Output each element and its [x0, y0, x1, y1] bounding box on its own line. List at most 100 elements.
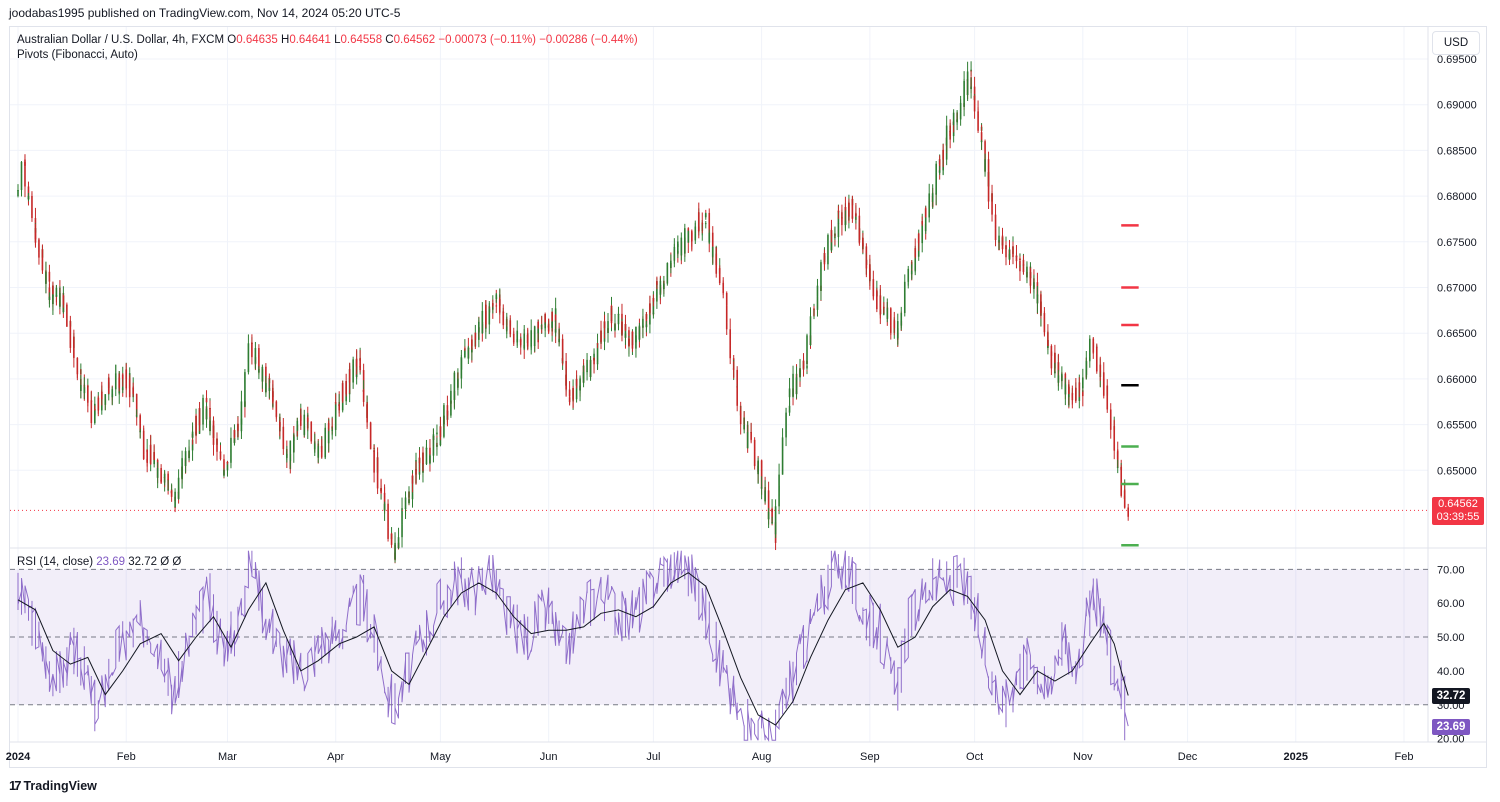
candle-up-body	[945, 125, 948, 146]
rsi-value-tag: 23.69	[1432, 719, 1470, 735]
candle-down-body	[219, 457, 222, 460]
candle-down-body	[366, 404, 368, 423]
candle-down-body	[876, 290, 878, 310]
candle-up-body	[614, 324, 616, 331]
currency-button[interactable]: USD	[1432, 31, 1480, 55]
tradingview-logo[interactable]: 17 TradingView	[9, 778, 97, 793]
candle-down-body	[338, 404, 340, 411]
candle-down-body	[994, 214, 997, 225]
rsi-legend[interactable]: RSI (14, close) 23.69 32.72 Ø Ø	[17, 556, 181, 568]
candle-up-body	[781, 448, 784, 474]
candle-down-body	[38, 252, 40, 258]
candle-up-body	[540, 328, 543, 330]
candle-up-body	[956, 119, 958, 121]
candle-up-body	[167, 489, 169, 491]
candle-up-body	[450, 390, 452, 404]
candle-down-body	[848, 202, 850, 217]
candle-up-body	[464, 355, 466, 358]
candle-up-body	[523, 333, 526, 340]
candle-up-body	[261, 376, 264, 382]
candle-up-body	[188, 450, 190, 454]
candle-up-body	[837, 223, 840, 238]
candle-down-body	[973, 86, 976, 101]
candle-down-body	[980, 132, 983, 142]
candle-up-body	[313, 443, 316, 446]
rsi-legend-extra2: Ø	[172, 556, 182, 568]
candle-up-body	[223, 470, 225, 476]
candle-up-body	[663, 283, 665, 286]
candle-down-body	[1123, 490, 1126, 508]
candle-up-body	[774, 511, 777, 535]
candle-down-body	[369, 442, 372, 450]
candle-up-body	[704, 212, 707, 218]
time-tick-label: Oct	[966, 751, 983, 763]
candle-up-body	[436, 445, 438, 447]
candle-down-body	[572, 388, 574, 399]
candle-down-body	[348, 369, 351, 383]
candle-up-body	[670, 260, 672, 269]
candle-down-body	[1109, 425, 1112, 430]
candle-up-body	[20, 161, 23, 174]
candle-up-body	[55, 287, 58, 297]
candle-up-body	[680, 237, 683, 256]
candle-up-body	[191, 431, 194, 438]
open-label: O	[227, 34, 237, 46]
candle-down-body	[299, 416, 302, 426]
pivots-legend[interactable]: Pivots (Fibonacci, Auto)	[17, 49, 138, 61]
candle-down-body	[823, 253, 826, 265]
candle-down-body	[1078, 382, 1081, 391]
candle-up-body	[240, 417, 243, 425]
candle-up-body	[488, 308, 491, 313]
candle-up-body	[17, 189, 19, 191]
candle-up-body	[834, 237, 836, 239]
candle-down-body	[802, 363, 805, 369]
candle-up-body	[809, 316, 812, 346]
candle-up-body	[1026, 271, 1028, 278]
candle-down-body	[1040, 301, 1042, 314]
high-label: H	[281, 34, 290, 46]
candle-down-body	[1082, 390, 1084, 397]
candle-down-body	[279, 422, 281, 427]
candle-down-body	[1005, 245, 1007, 258]
candle-down-body	[125, 383, 128, 389]
candle-up-body	[959, 102, 962, 110]
symbol-name[interactable]: Australian Dollar / U.S. Dollar, 4h, FXC…	[17, 34, 225, 46]
candle-up-body	[635, 326, 637, 331]
candle-up-body	[900, 313, 903, 319]
rsi-tick-label: 20.00	[1437, 734, 1465, 746]
candle-up-body	[788, 388, 791, 397]
time-tick-label: May	[430, 751, 451, 763]
candle-down-body	[509, 326, 512, 335]
candle-down-body	[977, 115, 979, 131]
candle-up-body	[544, 323, 546, 325]
candle-down-body	[34, 228, 37, 240]
candle-down-body	[1015, 260, 1018, 262]
low-value: 0.64558	[340, 34, 383, 46]
candle-down-body	[341, 383, 344, 402]
candle-up-body	[666, 274, 669, 284]
candle-up-body	[247, 359, 250, 373]
candle-down-body	[722, 290, 725, 293]
rsi-legend-name: RSI (14, close)	[17, 556, 94, 568]
candle-up-body	[425, 450, 428, 465]
candle-up-body	[708, 232, 711, 243]
candle-down-body	[865, 259, 868, 269]
time-tick-label: Dec	[1178, 751, 1198, 763]
candle-up-body	[1116, 466, 1119, 468]
candle-up-body	[432, 434, 435, 441]
candle-down-body	[66, 305, 68, 319]
candle-up-body	[928, 200, 930, 218]
chart-frame[interactable]	[9, 26, 1487, 768]
candle-down-body	[237, 423, 239, 432]
candle-down-body	[272, 391, 274, 402]
candle-up-body	[792, 387, 794, 397]
candle-down-body	[509, 320, 512, 327]
candle-down-body	[1127, 507, 1129, 517]
candle-up-body	[139, 430, 141, 433]
candle-down-body	[656, 281, 658, 285]
candle-up-body	[781, 437, 784, 449]
candle-down-body	[921, 221, 924, 225]
candle-down-body	[128, 381, 131, 398]
candle-up-body	[586, 359, 588, 371]
